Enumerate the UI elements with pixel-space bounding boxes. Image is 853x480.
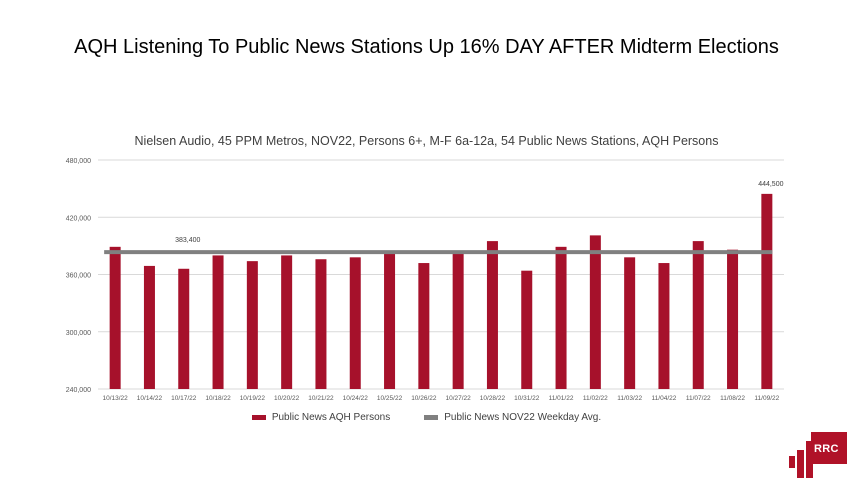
bar: [281, 255, 293, 389]
bar: [486, 241, 498, 389]
x-tick-label: 10/31/22: [514, 395, 540, 402]
bar: [658, 263, 670, 389]
x-axis-ticks: 10/13/22 10/14/22 10/17/22 10/18/22 10/19/22…: [102, 395, 779, 402]
x-tick-label: 10/27/22: [445, 395, 471, 402]
bar: [521, 270, 533, 389]
legend: Public News AQH Persons Public News NOV2…: [0, 412, 853, 423]
bar: [315, 259, 327, 389]
bars: [109, 193, 773, 389]
x-tick-label: 11/07/22: [686, 395, 711, 402]
y-axis-ticks: 240,000 300,000 360,000 420,000 480,000: [66, 158, 91, 394]
legend-swatch-avg: [424, 415, 439, 420]
bar: [178, 268, 190, 389]
bar: [212, 255, 224, 389]
x-tick-label: 10/13/22: [102, 395, 128, 402]
logo-text: RRC: [814, 443, 839, 455]
y-tick-label: 360,000: [66, 273, 91, 280]
legend-label-aqh: Public News AQH Persons: [271, 412, 391, 423]
bar: [109, 246, 121, 389]
data-label: 383,400: [175, 237, 200, 244]
bar: [418, 263, 430, 389]
bar: [624, 257, 636, 389]
y-tick-label: 420,000: [66, 215, 91, 222]
x-tick-label: 10/20/22: [274, 395, 300, 402]
bar: [246, 261, 258, 389]
logo-block: [811, 432, 847, 464]
x-tick-label: 10/17/22: [171, 395, 197, 402]
slide-title: AQH Listening To Public News Stations Up…: [74, 36, 779, 58]
rrc-logo: RRC: [789, 432, 847, 478]
x-tick-label: 10/28/22: [480, 395, 506, 402]
x-tick-label: 10/26/22: [411, 395, 437, 402]
annotations: 444,500 383,400: [175, 181, 784, 244]
x-tick-label: 11/09/22: [754, 395, 779, 402]
x-tick-label: 10/14/22: [137, 395, 163, 402]
logo-bar-3: [806, 441, 813, 478]
x-tick-label: 11/02/22: [583, 395, 608, 402]
x-tick-label: 11/04/22: [652, 395, 677, 402]
bar: [761, 193, 773, 389]
x-tick-label: 10/24/22: [343, 395, 369, 402]
bar: [589, 235, 601, 389]
y-tick-label: 300,000: [66, 330, 91, 337]
legend-item-avg: Public News NOV22 Weekday Avg.: [424, 412, 601, 423]
bar: [692, 241, 704, 389]
logo-bar-1: [789, 456, 795, 468]
x-tick-label: 10/21/22: [308, 395, 334, 402]
bar: [143, 265, 155, 389]
bar: [555, 246, 567, 389]
bar: [452, 251, 464, 389]
x-tick-label: 10/18/22: [205, 395, 231, 402]
y-tick-label: 480,000: [66, 158, 91, 165]
y-tick-label: 240,000: [66, 387, 91, 394]
x-tick-label: 11/08/22: [720, 395, 745, 402]
data-label: 444,500: [758, 181, 783, 188]
legend-swatch-bar: [251, 415, 266, 420]
x-tick-label: 11/03/22: [617, 395, 642, 402]
logo-bar-2: [797, 450, 804, 478]
legend-label-avg: Public News NOV22 Weekday Avg.: [444, 412, 602, 423]
chart-subtitle: Nielsen Audio, 45 PPM Metros, NOV22, Per…: [134, 134, 719, 148]
x-tick-label: 11/01/22: [549, 395, 574, 402]
bar: [384, 252, 396, 389]
grid-lines: [98, 159, 784, 390]
legend-item-aqh: Public News AQH Persons: [251, 412, 391, 423]
bar: [727, 249, 739, 389]
x-tick-label: 10/19/22: [240, 395, 266, 402]
bar: [349, 257, 361, 389]
x-tick-label: 10/25/22: [377, 395, 403, 402]
